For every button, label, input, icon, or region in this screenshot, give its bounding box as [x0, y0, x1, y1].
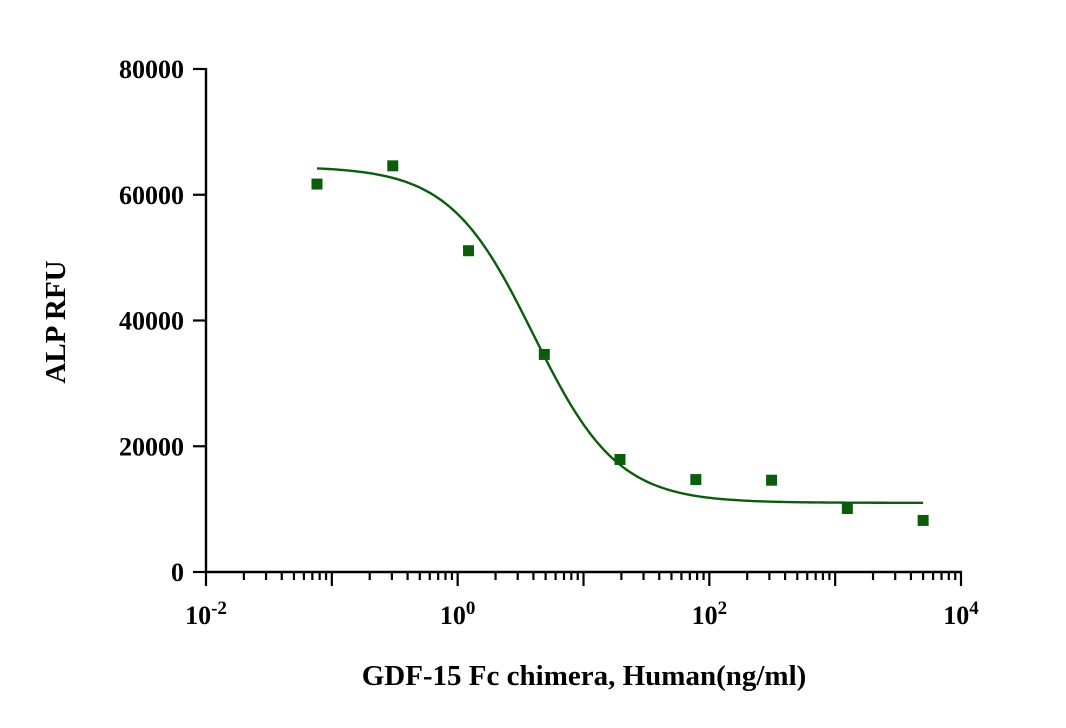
y-tick-label: 0	[171, 558, 184, 587]
fit-curve	[316, 167, 924, 505]
data-point	[841, 502, 853, 514]
x-axis: 10-2 100 102 104	[185, 570, 979, 630]
data-point	[917, 514, 929, 526]
x-tick-label: 10-2	[185, 598, 227, 630]
y-tick-label: 40000	[119, 307, 184, 336]
data-point	[766, 474, 778, 486]
data-point	[538, 348, 550, 360]
x-tick-label: 100	[440, 598, 476, 630]
data-series	[311, 160, 929, 526]
x-tick-label: 104	[943, 598, 979, 630]
x-tick-label: 102	[692, 598, 728, 630]
y-tick-label: 60000	[119, 181, 184, 210]
x-axis-title: GDF-15 Fc chimera, Human(ng/ml)	[362, 660, 807, 692]
data-point	[387, 160, 399, 172]
y-axis-title: ALP RFU	[40, 260, 72, 383]
y-axis: 0 20000 40000 60000 80000	[119, 55, 208, 587]
data-point	[614, 453, 626, 465]
data-point	[690, 474, 702, 486]
y-tick-label: 80000	[119, 55, 184, 84]
y-tick-label: 20000	[119, 432, 184, 461]
plot-area	[311, 160, 929, 526]
data-point	[463, 245, 475, 257]
data-point	[311, 178, 323, 190]
